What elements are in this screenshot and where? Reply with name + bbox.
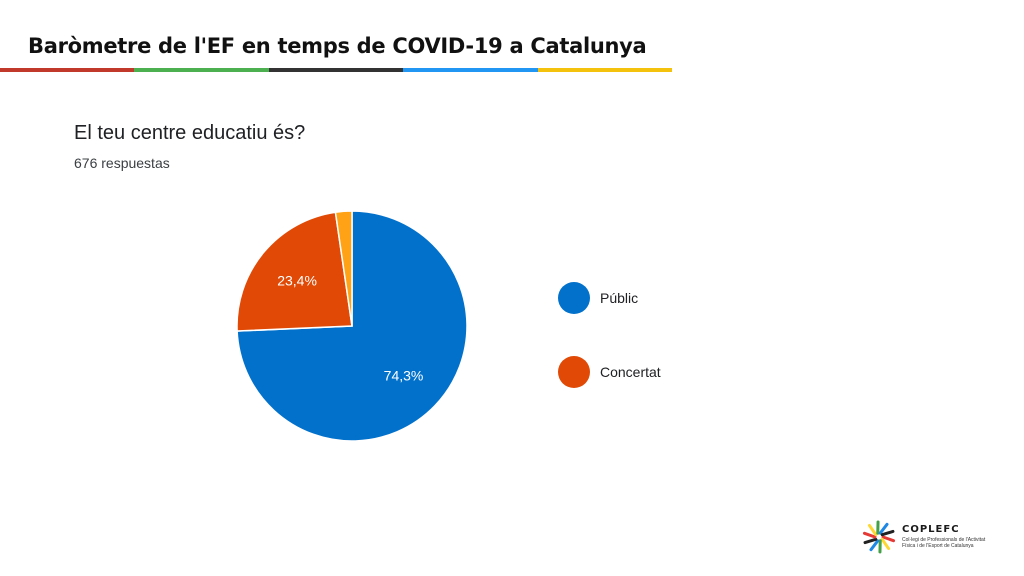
slice-data-label: 23,4% [277, 273, 317, 289]
rule-segment [0, 68, 135, 72]
legend-swatch-publico [558, 282, 590, 314]
logo-ray [881, 535, 896, 543]
pie-slice[interactable] [236, 211, 353, 332]
logo-ray [878, 522, 889, 535]
logo-ray [862, 531, 877, 539]
rule-segment [134, 68, 269, 72]
logo-ray [863, 537, 878, 545]
rule-segment [537, 68, 673, 72]
logo-ray [867, 523, 878, 537]
legend-swatch-concertat [558, 356, 590, 388]
title-color-rule [0, 68, 673, 72]
logo-ray [869, 539, 880, 552]
coplefc-logo: COPLEFC Col·legi de Professionals de l'A… [862, 520, 992, 554]
slice-data-label: 74,3% [384, 367, 424, 383]
rule-segment [403, 68, 538, 72]
logo-subtitle: Col·legi de Professionals de l'Activitat… [902, 537, 986, 549]
logo-ray [880, 529, 895, 537]
legend-label-publico: Públic [600, 290, 639, 306]
slide-title: Baròmetre de l'EF en temps de COVID-19 a… [28, 34, 647, 58]
response-count: 676 respuestas [74, 155, 170, 171]
logo-wordmark: COPLEFC [902, 524, 960, 535]
legend-label-concertat: Concertat [600, 364, 661, 380]
survey-question: El teu centre educatiu és? [74, 122, 306, 144]
logo-ray [880, 537, 891, 551]
pie-slice[interactable] [334, 210, 353, 327]
legend-item-concertat[interactable]: Concertat [558, 356, 661, 388]
legend-item-publico[interactable]: Públic [558, 282, 638, 314]
star-burst-icon [862, 520, 896, 554]
rule-segment [268, 68, 404, 72]
